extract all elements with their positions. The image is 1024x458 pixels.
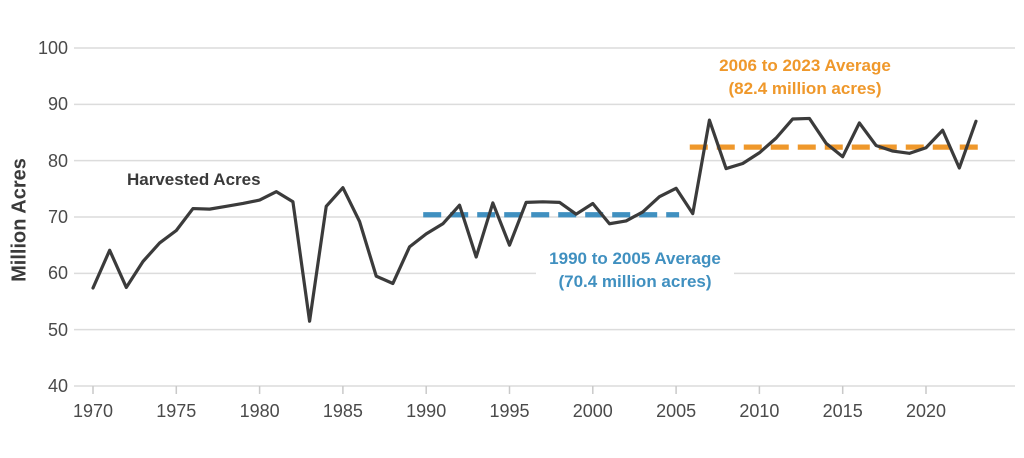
annotation-1990-2005-average: 1990 to 2005 Average (70.4 million acres… [536, 246, 734, 294]
x-tick-label: 1980 [239, 401, 280, 421]
x-tick-label: 1985 [322, 401, 363, 421]
x-tick-label: 1975 [156, 401, 197, 421]
annotation-2006-2023-average: 2006 to 2023 Average (82.4 million acres… [706, 53, 904, 101]
x-tick-label: 2010 [739, 401, 780, 421]
x-tick-label: 1970 [72, 401, 114, 421]
annotation-line: (70.4 million acres) [558, 272, 712, 291]
annotation-line: 2006 to 2023 Average [719, 56, 891, 75]
x-tick-label: 2000 [572, 401, 613, 421]
y-tick-label: 40 [47, 376, 68, 396]
y-tick-label: 70 [47, 207, 68, 227]
x-tick-label: 1995 [489, 401, 530, 421]
y-tick-label: 50 [47, 319, 68, 340]
x-tick-label: 2020 [905, 401, 947, 421]
x-tick-label: 1990 [406, 401, 447, 421]
y-tick-label: 90 [47, 94, 68, 115]
y-tick-label: 100 [37, 38, 68, 58]
x-tick-label: 2015 [822, 401, 863, 421]
harvested-acres-series-line [91, 116, 978, 323]
series-label: Harvested Acres [127, 170, 261, 189]
annotation-line: 1990 to 2005 Average [549, 249, 721, 268]
x-tick-label: 2005 [656, 401, 697, 421]
y-tick-label: 60 [47, 263, 68, 284]
annotation-line: (82.4 million acres) [728, 79, 882, 98]
y-tick-label: 80 [47, 150, 68, 171]
